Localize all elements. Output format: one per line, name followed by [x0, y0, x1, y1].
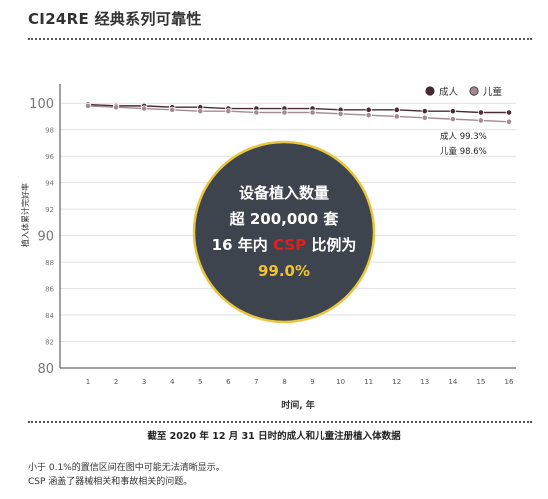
series-line [87, 103, 509, 114]
series-line [87, 105, 510, 123]
chart-caption: 截至 2020 年 12 月 31 日时的成人和儿童注册植入体数据 [147, 431, 401, 442]
x-tick-label: 11 [364, 378, 373, 386]
data-point [365, 112, 372, 119]
footnote-1: 小于 0.1%的置信区间在图中可能无法清晰显示。 [28, 463, 225, 473]
legend-marker [469, 86, 479, 96]
y-tick-label: 88 [45, 259, 54, 267]
x-tick-label: 2 [114, 378, 118, 386]
data-point [197, 108, 204, 115]
footnote-2: CSP 涵盖了器械相关和事故相关的问题。 [28, 477, 193, 487]
x-tick-label: 6 [226, 378, 231, 386]
y-tick-label: 92 [45, 206, 54, 214]
callout-line-3: 16 年内 CSP 比例为 [212, 236, 357, 254]
data-point [112, 104, 120, 111]
data-point [449, 116, 456, 123]
data-point [84, 102, 92, 109]
y-tick-label: 94 [45, 180, 54, 188]
data-point [337, 110, 344, 117]
callout-line-3-suffix: 比例为 [306, 236, 356, 254]
x-tick-label: 13 [420, 378, 429, 386]
data-point [281, 109, 288, 116]
data-point [477, 117, 485, 124]
x-tick-label: 1 [86, 378, 90, 386]
x-tick-label: 9 [310, 378, 314, 386]
data-point [421, 114, 428, 121]
x-tick-label: 16 [505, 378, 514, 386]
x-tick-label: 7 [254, 378, 258, 386]
legend-marker [425, 86, 435, 96]
data-point [393, 106, 400, 113]
callout-line-3-highlight: CSP [273, 236, 306, 254]
data-point [169, 106, 176, 113]
data-point [253, 109, 260, 116]
page-title: CI24RE 经典系列可靠性 [28, 10, 202, 28]
callout-line-2: 超 200,000 套 [229, 210, 340, 228]
data-point [225, 108, 232, 115]
x-tick-label: 4 [170, 378, 175, 386]
callout-circle [192, 140, 376, 324]
y-tick-label: 90 [37, 230, 54, 245]
data-point [393, 113, 400, 120]
x-tick-label: 3 [142, 378, 146, 386]
data-point [365, 106, 372, 113]
divider-bottom [28, 421, 532, 423]
x-axis-title: 时间, 年 [281, 399, 315, 411]
data-point [505, 109, 513, 116]
y-axis-title: 植入体累计完好率 [20, 183, 30, 247]
data-point [141, 105, 148, 112]
callout-line-3-prefix: 16 年内 [212, 236, 273, 254]
x-tick-label: 15 [476, 378, 485, 386]
y-tick-label: 84 [45, 312, 54, 320]
data-point [505, 118, 513, 125]
data-point [421, 108, 428, 115]
legend-label: 儿童 [483, 86, 503, 98]
y-tick-label: 100 [29, 97, 54, 112]
data-point [477, 109, 485, 116]
x-tick-label: 8 [282, 378, 286, 386]
data-point [449, 108, 456, 115]
y-tick-label: 96 [45, 153, 54, 161]
callout-value: 99.0% [258, 262, 310, 280]
y-tick-label: 80 [37, 362, 54, 377]
x-tick-label: 10 [336, 378, 345, 386]
x-tick-label: 14 [448, 378, 457, 386]
x-tick-label: 5 [198, 378, 202, 386]
callout-line-1: 设备植入数量 [239, 184, 329, 202]
divider-top [28, 38, 532, 40]
legend-label: 成人 [439, 86, 459, 98]
y-tick-label: 98 [45, 127, 54, 135]
y-tick-label: 82 [45, 339, 54, 347]
x-tick-label: 12 [392, 378, 401, 386]
adult-end-label: 成人 99.3% [440, 131, 487, 142]
child-end-label: 儿童 98.6% [440, 146, 487, 157]
y-tick-label: 86 [45, 286, 54, 294]
data-point [309, 109, 316, 116]
